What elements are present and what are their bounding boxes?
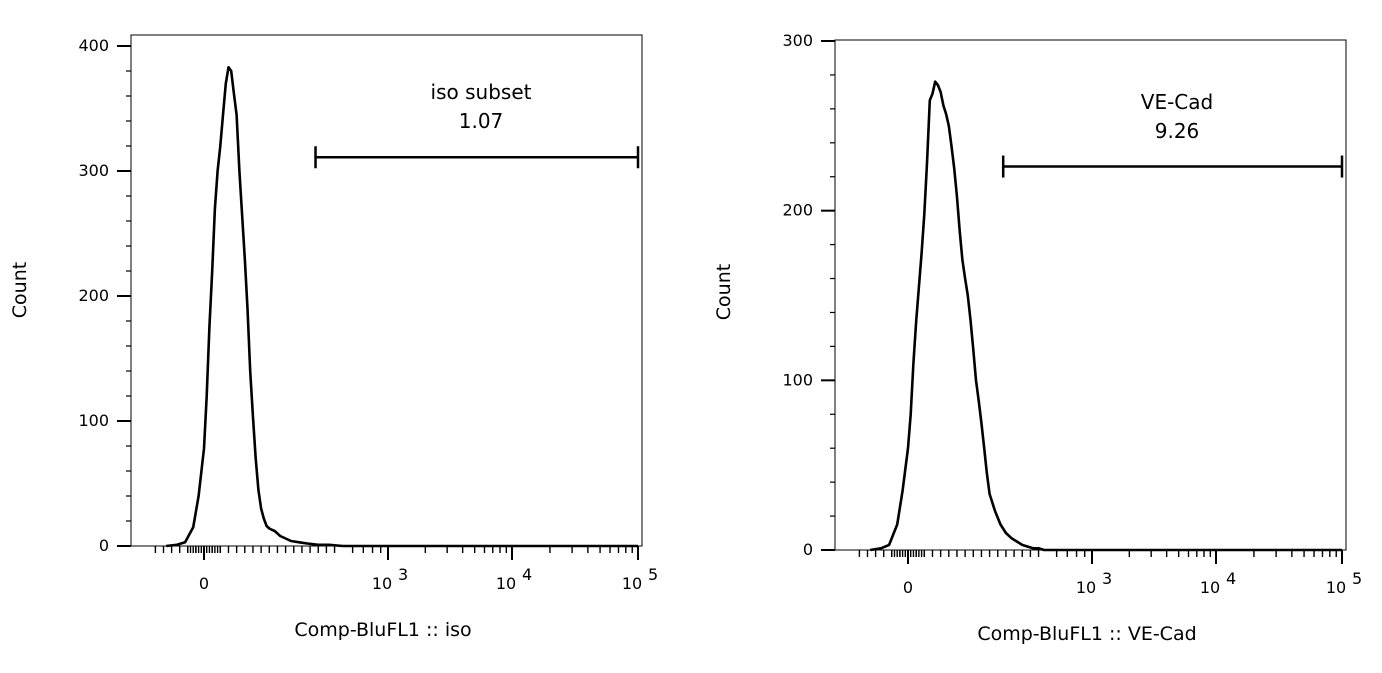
left-y-axis-label: Count: [9, 262, 31, 318]
left-y-tick-label: 200: [78, 286, 109, 305]
left-gate-value: 1.07: [459, 109, 504, 133]
right-x-tick-label: 10: [1326, 578, 1346, 597]
left-y-tick-label: 100: [78, 411, 109, 430]
right-y-minor-ticks: [830, 40, 835, 551]
right-x-tick-label: 10: [1076, 578, 1096, 597]
left-x-tick-label: 10: [496, 574, 516, 593]
right-y-ticks: 0 100 200 300: [782, 31, 835, 559]
right-gate-name: VE-Cad: [1141, 90, 1213, 114]
left-gate-bar: [314, 146, 640, 169]
left-y-tick-label: 300: [78, 161, 109, 180]
left-x-tick-label: 10: [622, 574, 642, 593]
right-x-minor-ticks: [858, 550, 1337, 557]
left-plot-frame: [130, 34, 643, 547]
right-x-tick-label: 0: [903, 578, 913, 597]
left-y-tick-label: 0: [99, 536, 109, 555]
left-x-ticks: 0 10 3 10 4 10 5: [199, 546, 658, 593]
right-gate-bar: [1001, 155, 1344, 178]
left-x-tick-exponent: 3: [398, 565, 408, 584]
right-y-tick-label: 300: [782, 31, 813, 50]
left-x-tick-exponent: 4: [522, 565, 532, 584]
left-gate-name: iso subset: [431, 80, 532, 104]
right-x-tick-label: 10: [1200, 578, 1220, 597]
left-y-ticks: 0 100 200 300 400: [78, 36, 131, 555]
left-y-tick-label: 400: [78, 36, 109, 55]
left-x-tick-exponent: 5: [648, 565, 658, 584]
left-x-tick-label: 0: [199, 574, 209, 593]
left-histogram-panel: 0 100 200 300 400 0 10 3 10 4 10 5 iso subset 1.07…: [9, 34, 658, 641]
right-x-tick-exponent: 3: [1102, 569, 1112, 588]
right-y-axis-label: Count: [713, 264, 735, 320]
left-x-axis-label: Comp-BluFL1 :: iso: [294, 619, 471, 641]
right-y-tick-label: 0: [803, 540, 813, 559]
right-y-tick-label: 200: [782, 201, 813, 220]
right-gate-value: 9.26: [1155, 119, 1200, 143]
left-histogram-line: [166, 66, 638, 548]
right-x-tick-exponent: 5: [1352, 569, 1362, 588]
right-histogram-line: [869, 80, 1342, 552]
left-x-tick-label: 10: [372, 574, 392, 593]
right-x-axis-label: Comp-BluFL1 :: VE-Cad: [977, 623, 1196, 645]
right-x-ticks: 0 10 3 10 4 10 5: [903, 550, 1362, 597]
right-y-tick-label: 100: [782, 370, 813, 389]
right-plot-frame: [834, 39, 1347, 551]
right-x-tick-exponent: 4: [1226, 569, 1236, 588]
